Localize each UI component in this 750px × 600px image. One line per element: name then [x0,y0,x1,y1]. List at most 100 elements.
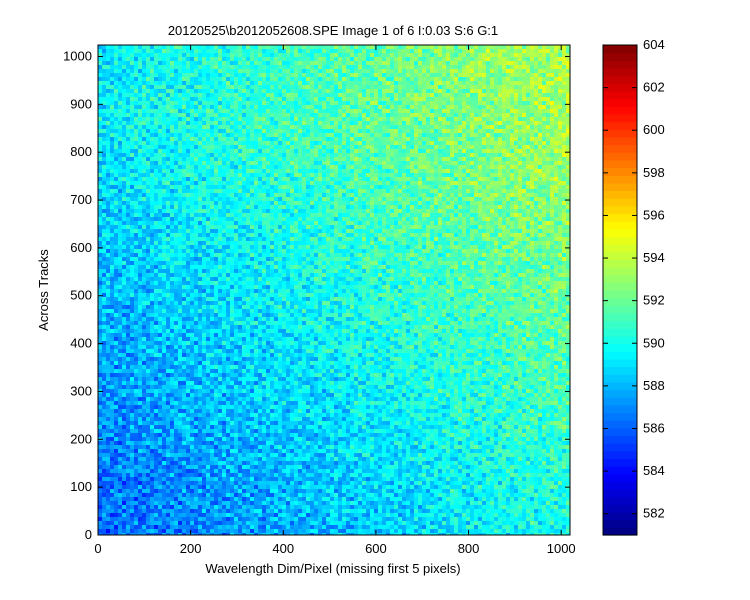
heatmap-cell [222,169,226,173]
heatmap-cell [258,173,262,177]
heatmap-cell [150,129,154,133]
heatmap-cell [142,205,146,209]
heatmap-cell [198,197,202,201]
heatmap-cell [114,153,118,157]
heatmap-cell [290,189,294,193]
heatmap-cell [530,81,534,85]
heatmap-cell [198,149,202,153]
heatmap-cell [126,117,130,121]
heatmap-cell [306,61,310,65]
heatmap-cell [142,69,146,73]
heatmap-cell [226,133,230,137]
heatmap-cell [162,201,166,205]
heatmap-cell [378,113,382,117]
heatmap-cell [154,57,158,61]
heatmap-cell [270,161,274,165]
heatmap-cell [434,101,438,105]
heatmap-cell [550,61,554,65]
heatmap-cell [466,181,470,185]
heatmap-cell [326,85,330,89]
heatmap-cell [230,61,234,65]
heatmap-cell [494,109,498,113]
heatmap-cell [386,61,390,65]
heatmap-cell [206,117,210,121]
heatmap-cell [262,205,266,209]
heatmap-cell [374,53,378,57]
heatmap-cell [454,121,458,125]
heatmap-cell [526,193,530,197]
heatmap-cell [174,201,178,205]
heatmap-cell [306,49,310,53]
heatmap-cell [550,209,554,213]
heatmap-cell [354,161,358,165]
heatmap-cell [510,81,514,85]
heatmap-cell [350,93,354,97]
heatmap-cell [418,121,422,125]
heatmap-cell [458,45,462,49]
heatmap-cell [438,77,442,81]
heatmap-cell [198,121,202,125]
heatmap-cell [474,165,478,169]
heatmap-cell [266,77,270,81]
heatmap-cell [138,69,142,73]
heatmap-cell [334,45,338,49]
heatmap-cell [206,113,210,117]
heatmap-cell [202,177,206,181]
heatmap-cell [98,189,102,193]
heatmap-cell [454,149,458,153]
heatmap-cell [534,177,538,181]
heatmap-cell [334,113,338,117]
heatmap-cell [546,209,550,213]
heatmap-cell [418,153,422,157]
heatmap-cell [254,73,258,77]
heatmap-cell [414,161,418,165]
heatmap-cell [302,117,306,121]
heatmap-cell [170,73,174,77]
heatmap-cell [394,101,398,105]
heatmap-cell [218,65,222,69]
heatmap-cell [174,53,178,57]
heatmap-cell [418,73,422,77]
heatmap-cell [342,137,346,141]
heatmap-cell [506,73,510,77]
heatmap-cell [398,45,402,49]
heatmap-cell [362,169,366,173]
heatmap-cell [194,121,198,125]
heatmap-cell [218,121,222,125]
heatmap-cell [466,101,470,105]
heatmap-cell [102,145,106,149]
heatmap-cell [386,157,390,161]
heatmap-cell [494,129,498,133]
heatmap-cell [438,189,442,193]
heatmap-cell [130,81,134,85]
heatmap-cell [374,209,378,213]
heatmap-cell [526,157,530,161]
heatmap-cell [394,125,398,129]
heatmap-cell [214,201,218,205]
heatmap-cell [470,193,474,197]
heatmap-cell [250,193,254,197]
heatmap-cell [426,205,430,209]
heatmap-cell [402,141,406,145]
heatmap-cell [490,129,494,133]
heatmap-cell [398,105,402,109]
heatmap-cell [138,105,142,109]
heatmap-cell [358,117,362,121]
heatmap-cell [154,193,158,197]
heatmap-cell [266,173,270,177]
heatmap-cell [418,193,422,197]
heatmap-cell [498,137,502,141]
heatmap-cell [202,157,206,161]
heatmap-cell [430,89,434,93]
heatmap-cell [494,105,498,109]
heatmap-cell [554,69,558,73]
heatmap-cell [230,53,234,57]
heatmap-cell [486,129,490,133]
heatmap-cell [410,153,414,157]
heatmap-cell [350,85,354,89]
heatmap-cell [398,169,402,173]
heatmap-cell [174,141,178,145]
heatmap-cell [98,165,102,169]
heatmap-cell [406,201,410,205]
heatmap-cell [170,133,174,137]
